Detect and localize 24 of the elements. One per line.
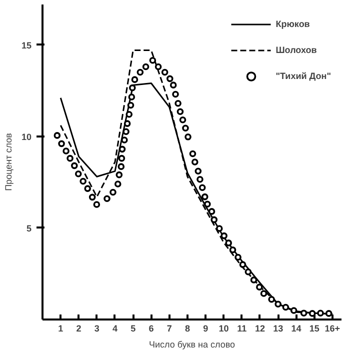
y-axis-title: Процент слов	[3, 132, 14, 191]
x-tick-label: 13	[273, 324, 284, 334]
legend-label: Шолохов	[276, 45, 317, 55]
x-tick-label: 15	[309, 324, 320, 334]
x-tick-label: 16+	[324, 324, 340, 334]
x-tick-label: 9	[203, 324, 208, 334]
x-tick-label: 3	[94, 324, 100, 334]
x-tick-label: 11	[237, 324, 247, 334]
x-tick-label: 8	[184, 324, 190, 334]
legend-label: Крюков	[276, 19, 310, 29]
x-tick-label: 4	[112, 324, 118, 334]
y-tick-label: 5	[26, 223, 32, 234]
x-tick-label: 12	[254, 324, 265, 334]
x-tick-label: 7	[166, 324, 172, 334]
y-tick-label: 15	[21, 40, 32, 50]
x-tick-label: 10	[218, 324, 229, 334]
x-tick-label: 14	[291, 324, 302, 334]
x-tick-label: 5	[130, 324, 136, 334]
x-tick-label: 2	[76, 324, 82, 334]
x-tick-label: 1	[58, 324, 64, 334]
x-tick-label: 6	[148, 324, 154, 334]
legend-label: "Тихий Дон"	[276, 71, 331, 81]
y-tick-label: 10	[21, 132, 32, 142]
x-axis-title: Число букв на слово	[148, 340, 236, 350]
